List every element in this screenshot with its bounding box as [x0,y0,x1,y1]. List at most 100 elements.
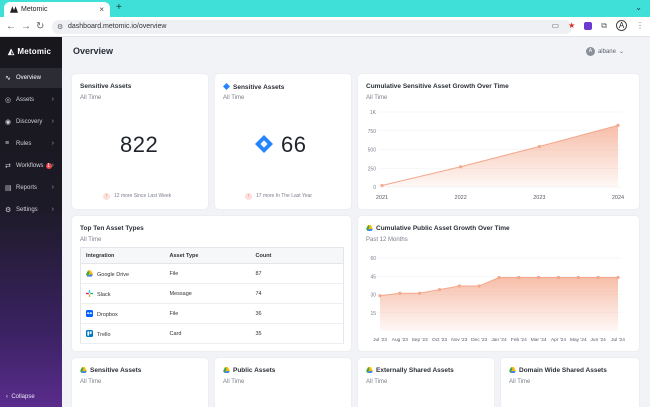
slack-icon [86,289,93,297]
sensitive-growth-chart-card: Cumulative Sensitive Asset Growth Over T… [358,74,639,209]
x-tick-label: Jun '24 [591,337,607,343]
sidebar: ◭ Metomic ∿ Overview ◎ Assets › ◉ Discove… [0,37,62,407]
card-subtitle: All Time [223,95,245,101]
card-title: Public Assets [223,367,275,374]
asset-types-table: Integration Asset Type Count Google Driv… [80,247,344,344]
chevron-right-icon: › [51,206,54,213]
extensions-puzzle-icon[interactable]: ⧉ [601,20,607,30]
asset-type: Card [164,323,251,344]
data-point [459,165,463,169]
browser-menu-icon[interactable]: ⋮ [636,21,644,30]
google-drive-icon [80,367,87,373]
url-field[interactable]: ⚙ dashboard.metomic.io/overview [52,20,572,34]
sidebar-item-overview[interactable]: ∿ Overview [0,68,62,88]
x-tick-label: 2021 [376,195,388,201]
sidebar-item-discovery[interactable]: ◉ Discovery › [5,118,54,126]
google-drive-icon [86,269,93,277]
table-row[interactable]: Dropbox File 36 [80,303,344,324]
x-tick-label: Oct '23 [432,337,447,343]
data-point [497,275,501,280]
user-menu[interactable]: A albane ⌄ [585,47,624,56]
chevron-down-icon: ⌄ [618,49,624,55]
card-title: Externally Shared Assets [366,367,454,374]
data-point [398,291,402,295]
tab-search-chevron-icon[interactable]: ⌄ [635,3,642,12]
chevron-right-icon: › [51,184,54,191]
card-title: Sensitive Assets [80,367,141,374]
forward-arrow-icon[interactable]: → [21,21,31,32]
brand-logo[interactable]: ◭ Metomic [8,47,52,56]
data-point [380,183,384,188]
sidebar-item-settings[interactable]: ⚙ Settings › [5,206,54,214]
table-row[interactable]: Trello Card 35 [80,323,344,344]
integration-name: Slack [97,291,111,298]
data-point [378,294,382,298]
avatar: A [585,47,595,56]
x-tick-label: Feb '24 [511,337,527,343]
gdrive-sensitive-assets-card: Sensitive Assets All Time [72,358,208,407]
chevron-right-icon: › [51,118,54,125]
trend-text: ↑ 12 more Since Last Week [103,193,171,200]
y-tick-label: 250 [368,166,377,172]
data-point [556,275,561,280]
user-name: albane [597,48,616,55]
reload-icon[interactable]: ↻ [36,21,45,32]
card-subtitle: All Time [509,379,531,385]
url-text: dashboard.metomic.io/overview [68,23,167,30]
data-point [537,275,541,280]
asset-type: File [164,303,251,324]
dropbox-icon [86,309,93,317]
column-header-integration: Integration [80,247,165,264]
google-drive-icon [366,367,373,373]
cast-icon[interactable]: ▭ [551,21,560,30]
chart-icon: ▤ [5,185,12,192]
data-point [517,275,521,280]
bookmark-star-icon[interactable]: ★ [568,21,576,30]
chevron-right-icon: › [51,162,54,169]
column-header-count: Count [250,247,344,264]
sidebar-item-reports[interactable]: ▤ Reports › [5,184,54,192]
y-tick-label: 500 [368,148,377,154]
jira-sensitive-assets-card: Sensitive Assets All Time 66 ↑ 17 more In… [215,74,351,209]
tab-title: Metomic [21,6,48,13]
arrow-up-icon: ↑ [103,193,110,200]
data-point [576,275,580,280]
workflow-icon: ⇄ [5,163,11,170]
trello-icon [86,329,93,337]
new-tab-button[interactable]: + [116,2,122,13]
table-row[interactable]: Slack Message 74 [80,283,344,304]
card-title: Sensitive Assets [80,83,132,90]
list-icon: ≡ [5,140,10,147]
sidebar-item-assets[interactable]: ◎ Assets › [5,96,54,104]
address-bar-row: ← → ↻ ⚙ dashboard.metomic.io/overview ▭ … [0,17,650,37]
y-tick-label: 0 [373,185,376,191]
x-tick-label: Dec '23 [471,337,487,343]
collapse-button[interactable]: ‹ Collapse [6,394,35,400]
sidebar-item-rules[interactable]: ≡ Rules › [5,140,54,147]
data-point [418,291,422,295]
gdrive-public-assets-card: Public Assets All Time [215,358,351,407]
back-arrow-icon[interactable]: ← [6,21,16,32]
sidebar-item-workflows[interactable]: ⇄ Workflows 1 › [5,162,54,170]
chart-title: Cumulative Public Asset Growth Over Time [366,225,510,232]
x-tick-label: 2023 [533,195,545,201]
profile-avatar[interactable]: A [616,20,627,31]
browser-tab[interactable]: Metomic × [4,2,110,17]
chart-subtitle: Past 12 Months [366,237,408,243]
card-subtitle: All Time [80,95,102,101]
x-tick-label: 2022 [455,195,467,201]
site-info-icon[interactable]: ⚙ [57,24,64,31]
integration-name: Trello [97,331,111,338]
x-tick-label: Jul '23 [373,337,387,343]
jira-icon [223,83,230,90]
chart-subtitle: All Time [366,95,388,101]
y-tick-label: 15 [370,311,376,317]
chevron-left-icon: ‹ [6,394,8,400]
data-point [437,288,442,292]
table-row[interactable]: Google Drive File 87 [80,263,344,284]
tab-close-icon[interactable]: × [99,5,104,14]
y-tick-label: 60 [370,256,376,262]
page-title: Overview [73,46,114,56]
google-drive-icon [509,367,516,373]
extension-icon[interactable] [584,21,593,30]
